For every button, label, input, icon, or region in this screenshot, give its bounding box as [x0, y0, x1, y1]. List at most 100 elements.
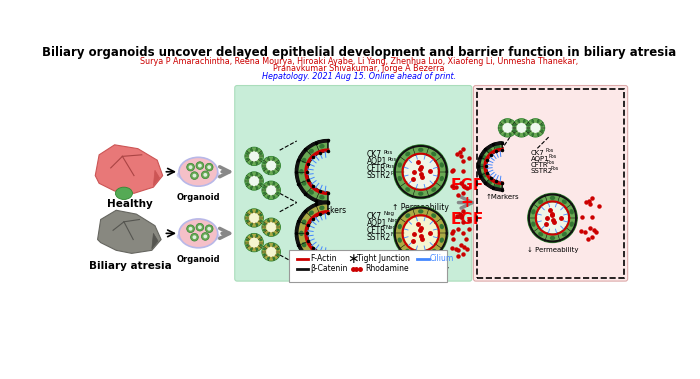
- Circle shape: [245, 233, 263, 252]
- Circle shape: [393, 145, 448, 199]
- Ellipse shape: [259, 219, 262, 222]
- Ellipse shape: [116, 187, 132, 199]
- Ellipse shape: [527, 129, 531, 132]
- Ellipse shape: [267, 244, 270, 247]
- Ellipse shape: [250, 223, 253, 226]
- Circle shape: [262, 243, 281, 261]
- Ellipse shape: [398, 176, 402, 181]
- Ellipse shape: [523, 120, 526, 123]
- Ellipse shape: [246, 182, 249, 185]
- Ellipse shape: [272, 182, 275, 185]
- Ellipse shape: [263, 248, 266, 251]
- Text: AQP1: AQP1: [367, 219, 387, 228]
- Text: Pos: Pos: [385, 164, 394, 169]
- Ellipse shape: [276, 161, 279, 164]
- Circle shape: [531, 123, 540, 133]
- Ellipse shape: [538, 199, 543, 204]
- Ellipse shape: [272, 232, 275, 235]
- Ellipse shape: [540, 129, 544, 132]
- Ellipse shape: [499, 129, 503, 132]
- Text: ↑Markers: ↑Markers: [309, 206, 346, 215]
- Ellipse shape: [263, 229, 266, 231]
- Ellipse shape: [512, 124, 516, 127]
- Circle shape: [245, 172, 263, 190]
- Ellipse shape: [250, 210, 253, 213]
- Ellipse shape: [179, 219, 218, 248]
- Ellipse shape: [246, 244, 249, 247]
- Ellipse shape: [527, 124, 531, 127]
- Ellipse shape: [405, 152, 410, 157]
- Text: CK7: CK7: [367, 150, 382, 159]
- Ellipse shape: [276, 229, 279, 231]
- Circle shape: [205, 163, 213, 171]
- Ellipse shape: [495, 183, 500, 188]
- Ellipse shape: [418, 253, 424, 257]
- Circle shape: [196, 223, 204, 231]
- Ellipse shape: [540, 124, 544, 127]
- Ellipse shape: [531, 221, 536, 227]
- Ellipse shape: [487, 180, 492, 185]
- Text: CFTR: CFTR: [367, 164, 386, 173]
- Ellipse shape: [246, 214, 249, 216]
- Circle shape: [202, 233, 209, 240]
- Ellipse shape: [418, 192, 424, 196]
- Circle shape: [404, 216, 438, 250]
- Ellipse shape: [246, 219, 249, 222]
- Ellipse shape: [523, 133, 526, 136]
- Text: Organoid: Organoid: [176, 255, 220, 264]
- Circle shape: [249, 213, 259, 223]
- Ellipse shape: [531, 209, 536, 215]
- Circle shape: [198, 164, 202, 168]
- Circle shape: [393, 207, 448, 260]
- Ellipse shape: [272, 257, 275, 260]
- Ellipse shape: [513, 129, 517, 132]
- Ellipse shape: [309, 210, 314, 215]
- Ellipse shape: [513, 124, 517, 127]
- Ellipse shape: [480, 164, 484, 169]
- Ellipse shape: [259, 158, 262, 160]
- Ellipse shape: [495, 144, 500, 149]
- Wedge shape: [477, 142, 502, 191]
- Text: Pos: Pos: [391, 171, 400, 175]
- Text: Neg: Neg: [387, 218, 398, 223]
- Ellipse shape: [431, 152, 436, 157]
- Ellipse shape: [259, 244, 262, 247]
- Circle shape: [526, 119, 545, 137]
- Circle shape: [190, 233, 198, 241]
- Circle shape: [193, 235, 197, 239]
- Ellipse shape: [259, 238, 262, 241]
- Ellipse shape: [562, 199, 567, 204]
- Ellipse shape: [276, 223, 279, 226]
- Ellipse shape: [550, 196, 555, 200]
- Polygon shape: [95, 145, 162, 193]
- Ellipse shape: [570, 221, 574, 227]
- Ellipse shape: [272, 244, 275, 247]
- Ellipse shape: [302, 219, 307, 225]
- Ellipse shape: [562, 232, 567, 236]
- Ellipse shape: [398, 162, 402, 168]
- Text: Healthy: Healthy: [107, 199, 153, 209]
- Circle shape: [249, 151, 259, 161]
- Ellipse shape: [526, 124, 530, 127]
- FancyBboxPatch shape: [234, 86, 472, 281]
- Circle shape: [204, 173, 207, 177]
- Text: Hepatology. 2021 Aug 15. Online ahead of print.: Hepatology. 2021 Aug 15. Online ahead of…: [262, 72, 456, 81]
- Circle shape: [187, 225, 195, 233]
- Circle shape: [196, 162, 204, 169]
- Ellipse shape: [431, 249, 436, 254]
- Ellipse shape: [250, 161, 253, 164]
- Circle shape: [262, 181, 281, 199]
- Ellipse shape: [550, 236, 555, 240]
- Ellipse shape: [256, 235, 258, 238]
- Ellipse shape: [531, 133, 534, 136]
- Ellipse shape: [537, 120, 540, 123]
- Ellipse shape: [263, 192, 266, 194]
- Circle shape: [498, 119, 517, 137]
- Circle shape: [193, 174, 197, 177]
- Circle shape: [528, 193, 577, 243]
- Ellipse shape: [398, 224, 402, 229]
- Ellipse shape: [272, 171, 275, 174]
- Ellipse shape: [302, 180, 307, 186]
- Ellipse shape: [263, 253, 266, 256]
- FancyBboxPatch shape: [473, 86, 628, 281]
